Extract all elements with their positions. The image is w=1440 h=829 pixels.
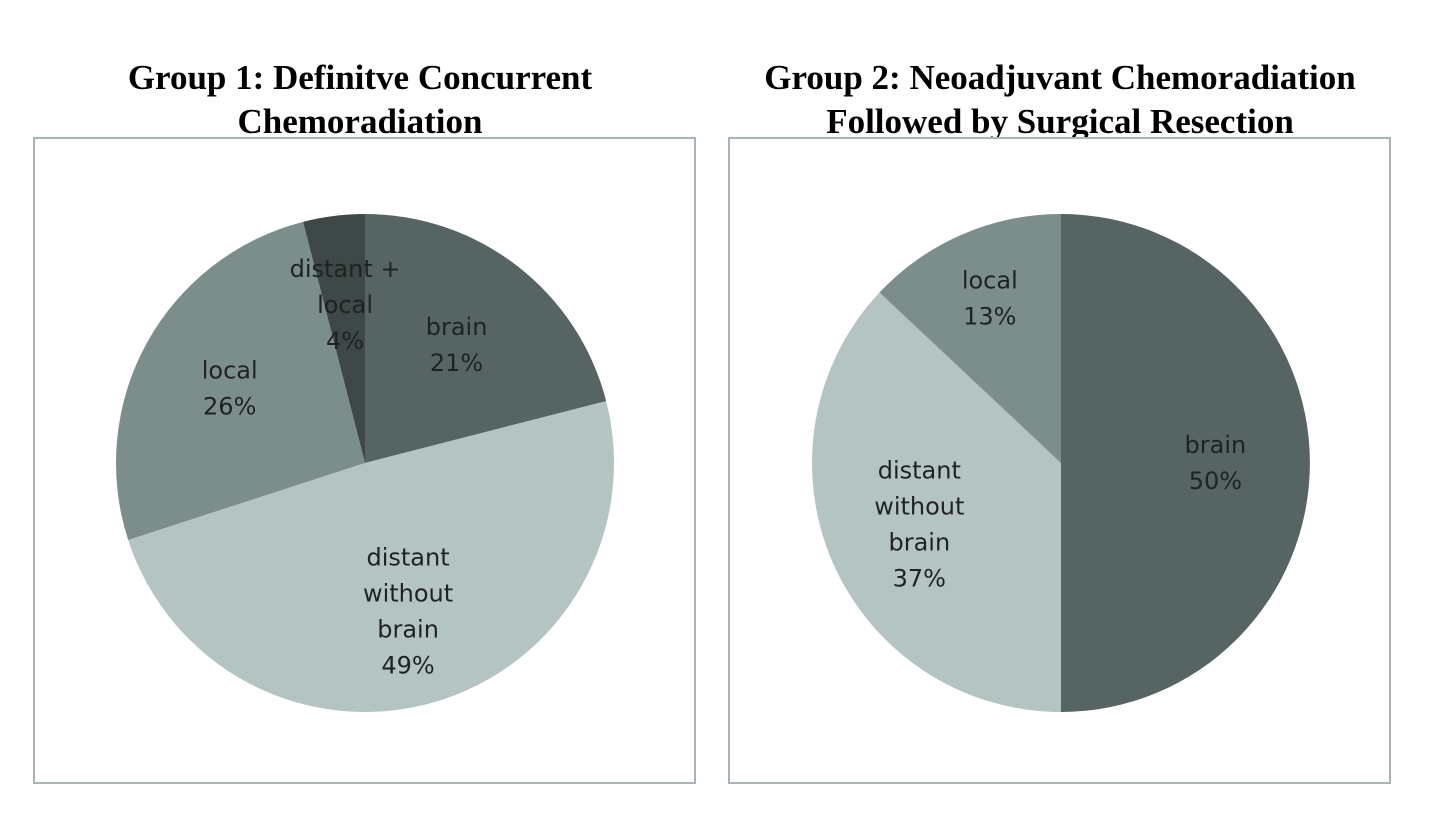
chart-2-slice-3 bbox=[879, 214, 1061, 463]
chart-1-frame: brain 21% distant without brain 49% local 26% di… bbox=[33, 137, 696, 784]
chart-1-slice-2-value: 49% bbox=[381, 651, 434, 679]
chart-1-slice-4-label-line-2: local bbox=[317, 291, 373, 319]
chart-2-frame: brain 50% distant without brain 37% local 13% bbox=[728, 137, 1391, 784]
chart-1-slice-3 bbox=[115, 221, 366, 540]
chart-1-title-line-2: Chemoradiation bbox=[237, 102, 483, 141]
chart-2-slice-3-label-line-1: local bbox=[962, 266, 1018, 294]
chart-1-slice-1-label-line-1: brain bbox=[426, 313, 488, 341]
chart-1-slice-4 bbox=[303, 214, 365, 463]
chart-2-slice-2-label-line-1: distant bbox=[878, 456, 961, 484]
chart-2-slice-2-label-line-3: brain bbox=[888, 528, 950, 556]
chart-1-title-line-1: Group 1: Definitve Concurrent bbox=[127, 58, 593, 97]
chart-1-slice-3-value: 26% bbox=[203, 393, 256, 421]
chart-2-slice-1-value: 50% bbox=[1189, 467, 1242, 495]
chart-1-slice-1-value: 21% bbox=[430, 349, 483, 377]
chart-1-slice-2-label: distant without brain 49% bbox=[363, 543, 453, 679]
chart-1-slice-2 bbox=[128, 401, 614, 712]
chart-2-slice-2 bbox=[812, 292, 1061, 712]
chart-1-title: Group 1: Definitve Concurrent Chemoradia… bbox=[40, 56, 680, 144]
chart-2-slice-3-value: 13% bbox=[963, 302, 1016, 330]
chart-1-slice-1-label: brain 21% bbox=[426, 313, 488, 377]
chart-2-slice-2-value: 37% bbox=[893, 564, 946, 592]
chart-2-title-line-2: Followed by Surgical Resection bbox=[826, 102, 1294, 141]
chart-1-slice-3-label-line-1: local bbox=[202, 357, 258, 385]
chart-1-slice-1 bbox=[365, 214, 607, 463]
chart-2-slice-1 bbox=[1061, 214, 1310, 712]
chart-2-slice-1-label: brain 50% bbox=[1185, 431, 1247, 495]
chart-2-pie: brain 50% distant without brain 37% local 13% bbox=[812, 214, 1310, 712]
chart-2-title-line-1: Group 2: Neoadjuvant Chemoradiation bbox=[764, 58, 1356, 97]
chart-1-slice-4-label: distant + local 4% bbox=[290, 255, 401, 355]
chart-1-pie: brain 21% distant without brain 49% local 26% di… bbox=[115, 214, 614, 712]
chart-1-slice-2-label-line-3: brain bbox=[377, 615, 439, 643]
chart-2-title: Group 2: Neoadjuvant Chemoradiation Foll… bbox=[730, 56, 1390, 144]
chart-1-slice-2-label-line-2: without bbox=[363, 579, 453, 607]
chart-1-slice-3-label: local 26% bbox=[202, 357, 258, 421]
chart-1-slice-4-label-line-1: distant + bbox=[290, 255, 401, 283]
chart-2-slice-2-label: distant without brain 37% bbox=[874, 456, 964, 592]
chart-1-slice-4-value: 4% bbox=[326, 327, 364, 355]
chart-2-slice-2-label-line-2: without bbox=[874, 492, 964, 520]
chart-1-slice-2-label-line-1: distant bbox=[366, 543, 449, 571]
chart-2-slice-3-label: local 13% bbox=[962, 266, 1018, 330]
chart-2-slice-1-label-line-1: brain bbox=[1185, 431, 1247, 459]
